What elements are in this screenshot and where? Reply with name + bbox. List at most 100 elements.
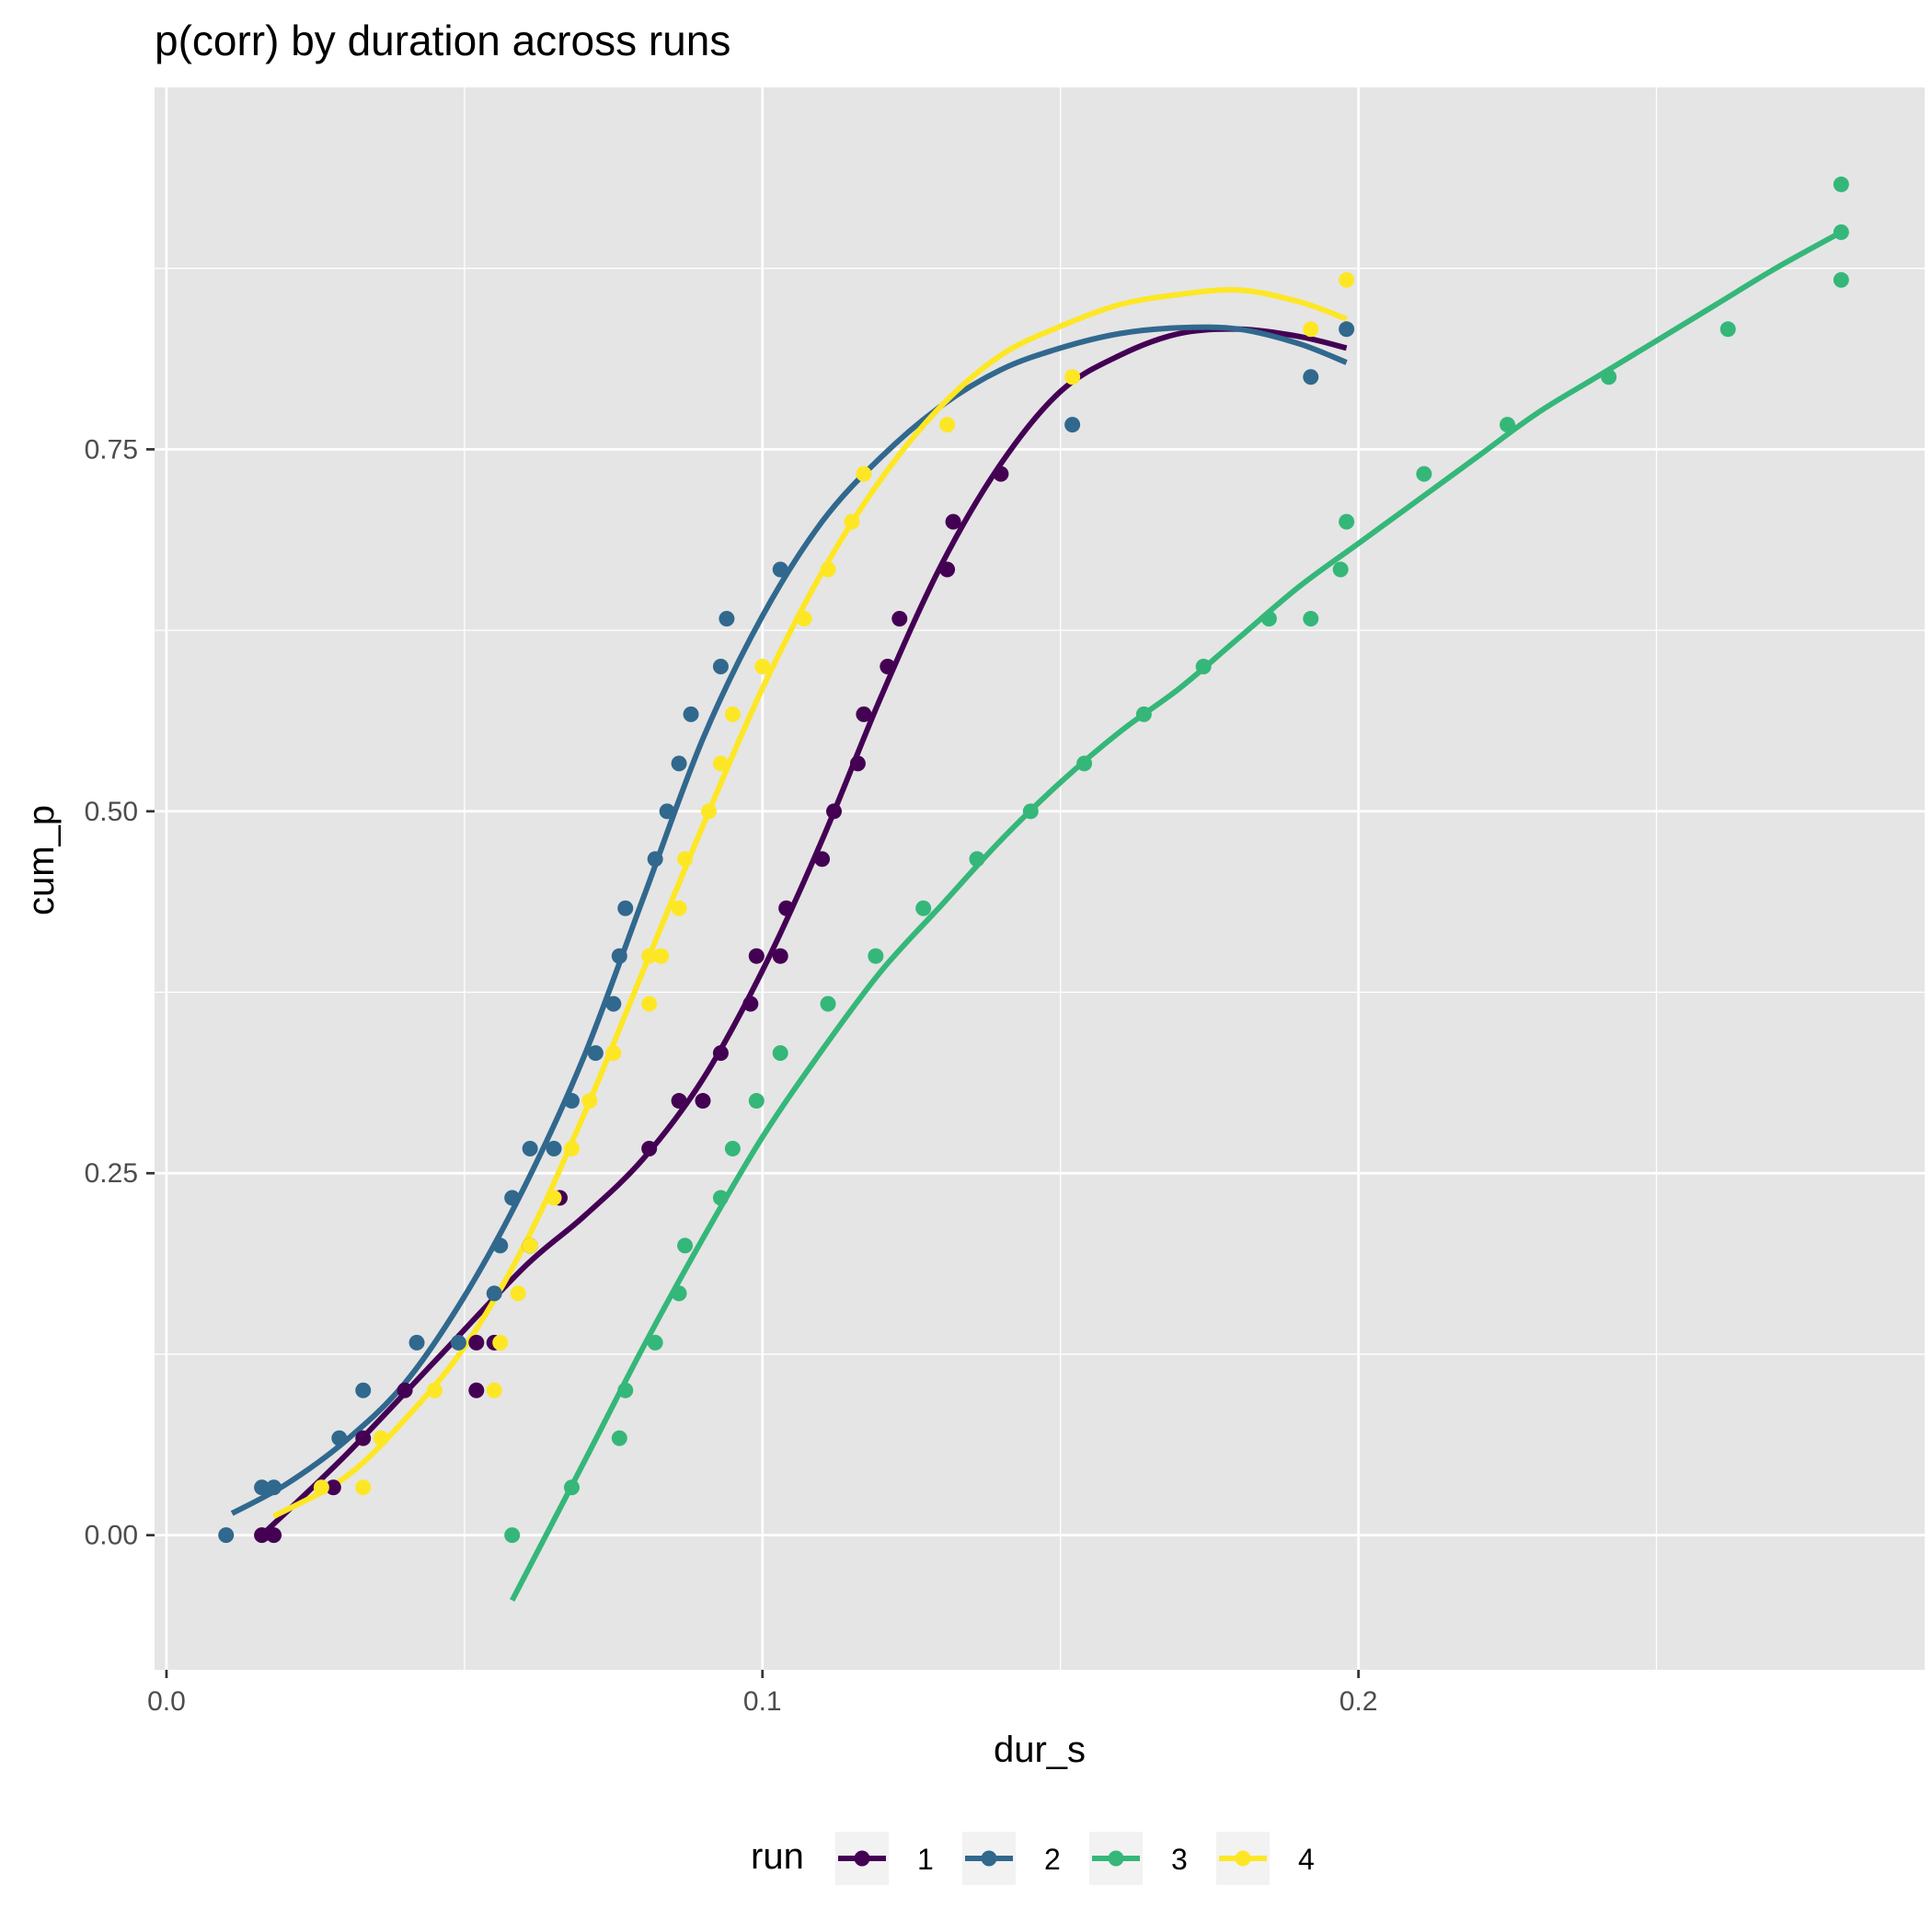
x-tick-label: 0.2 (1340, 1686, 1378, 1717)
data-point-run-4 (313, 1479, 329, 1496)
data-point-run-4 (546, 1190, 562, 1206)
x-axis: 0.0 0.1 0.2 (147, 1670, 1377, 1717)
data-point-run-2 (659, 803, 675, 820)
data-point-run-2 (671, 755, 687, 772)
data-point-run-3 (563, 1479, 580, 1496)
data-points (218, 176, 1849, 1544)
data-point-run-4 (820, 561, 836, 578)
data-point-run-4 (510, 1285, 526, 1302)
data-point-run-2 (587, 1045, 604, 1062)
y-tick-label: 0.50 (85, 797, 138, 827)
data-point-run-3 (868, 948, 884, 964)
legend-label-run-4: 4 (1298, 1843, 1315, 1876)
data-point-run-2 (522, 1140, 538, 1156)
data-point-run-1 (254, 1527, 270, 1544)
data-point-run-4 (844, 513, 860, 530)
fit-line-run-3 (510, 229, 1843, 1602)
data-point-run-1 (891, 611, 908, 627)
y-tick-label: 0.00 (85, 1521, 138, 1551)
data-point-run-1 (468, 1334, 485, 1351)
data-point-run-3 (1601, 369, 1617, 385)
data-point-run-2 (617, 900, 634, 916)
data-point-run-4 (641, 995, 658, 1012)
data-point-run-3 (1833, 224, 1849, 240)
data-point-run-3 (969, 851, 985, 868)
x-axis-title: dur_s (994, 1730, 1086, 1770)
data-point-run-3 (724, 1140, 741, 1156)
data-point-run-1 (826, 803, 843, 820)
legend: run 1 2 3 4 (751, 1832, 1315, 1885)
data-point-run-1 (468, 1382, 485, 1398)
data-point-run-1 (939, 561, 956, 578)
y-tick-label: 0.75 (85, 434, 138, 465)
data-point-run-1 (856, 706, 872, 722)
data-point-run-3 (1022, 803, 1039, 820)
data-point-run-4 (486, 1382, 502, 1398)
data-point-run-1 (355, 1430, 372, 1446)
data-point-run-3 (712, 1190, 729, 1206)
data-point-run-2 (266, 1479, 282, 1496)
data-point-run-3 (1339, 513, 1355, 530)
data-point-run-2 (254, 1479, 270, 1496)
data-point-run-2 (1064, 417, 1081, 433)
data-point-run-2 (504, 1190, 521, 1206)
data-point-run-3 (915, 900, 932, 916)
data-point-run-4 (653, 948, 670, 964)
fit-lines (230, 229, 1843, 1602)
legend-title: run (751, 1836, 804, 1877)
data-point-run-1 (945, 513, 961, 530)
data-point-run-3 (1833, 271, 1849, 288)
data-point-run-2 (563, 1093, 580, 1110)
data-point-run-4 (641, 948, 658, 964)
data-point-run-1 (695, 1093, 711, 1110)
y-axis-title: cum_p (21, 805, 62, 915)
fit-line-run-2 (230, 324, 1348, 1516)
data-point-run-1 (814, 851, 831, 868)
data-point-run-4 (605, 1045, 622, 1062)
data-point-run-2 (605, 995, 622, 1012)
legend-label-run-3: 3 (1171, 1843, 1188, 1876)
data-point-run-1 (712, 1045, 729, 1062)
data-point-run-3 (1719, 321, 1736, 338)
data-point-run-4 (677, 851, 694, 868)
data-point-run-3 (1260, 611, 1277, 627)
data-point-run-4 (712, 755, 729, 772)
data-point-run-2 (1303, 369, 1319, 385)
data-point-run-3 (647, 1334, 663, 1351)
data-point-run-2 (611, 948, 627, 964)
grid-minor (155, 87, 1925, 1670)
legend-label-run-1: 1 (917, 1843, 934, 1876)
data-point-run-4 (796, 611, 812, 627)
data-point-run-1 (849, 755, 866, 772)
data-point-run-1 (671, 1093, 687, 1110)
data-point-run-3 (1416, 466, 1432, 482)
legend-key-point (1108, 1850, 1124, 1867)
data-point-run-4 (939, 417, 956, 433)
x-tick-label: 0.1 (743, 1686, 782, 1717)
data-point-run-1 (993, 466, 1009, 482)
data-point-run-3 (1135, 706, 1152, 722)
data-point-run-2 (546, 1140, 562, 1156)
data-point-run-3 (1332, 561, 1349, 578)
y-tick-label: 0.25 (85, 1158, 138, 1189)
data-point-run-3 (617, 1382, 634, 1398)
data-point-run-3 (1500, 417, 1516, 433)
plot-panel (155, 87, 1925, 1670)
data-point-run-1 (325, 1479, 341, 1496)
data-point-run-4 (700, 803, 717, 820)
data-point-run-2 (772, 561, 788, 578)
legend-key-point (1235, 1850, 1251, 1867)
data-point-run-4 (373, 1430, 389, 1446)
data-point-run-1 (778, 900, 795, 916)
data-point-run-2 (647, 851, 663, 868)
data-point-run-1 (742, 995, 759, 1012)
data-point-run-2 (712, 658, 729, 674)
legend-key-point (854, 1850, 870, 1867)
data-point-run-3 (504, 1527, 521, 1544)
data-point-run-4 (1303, 321, 1319, 338)
x-tick-label: 0.0 (147, 1686, 186, 1717)
data-point-run-4 (492, 1334, 509, 1351)
data-point-run-4 (671, 900, 687, 916)
data-point-run-1 (266, 1527, 282, 1544)
data-point-run-1 (397, 1382, 413, 1398)
